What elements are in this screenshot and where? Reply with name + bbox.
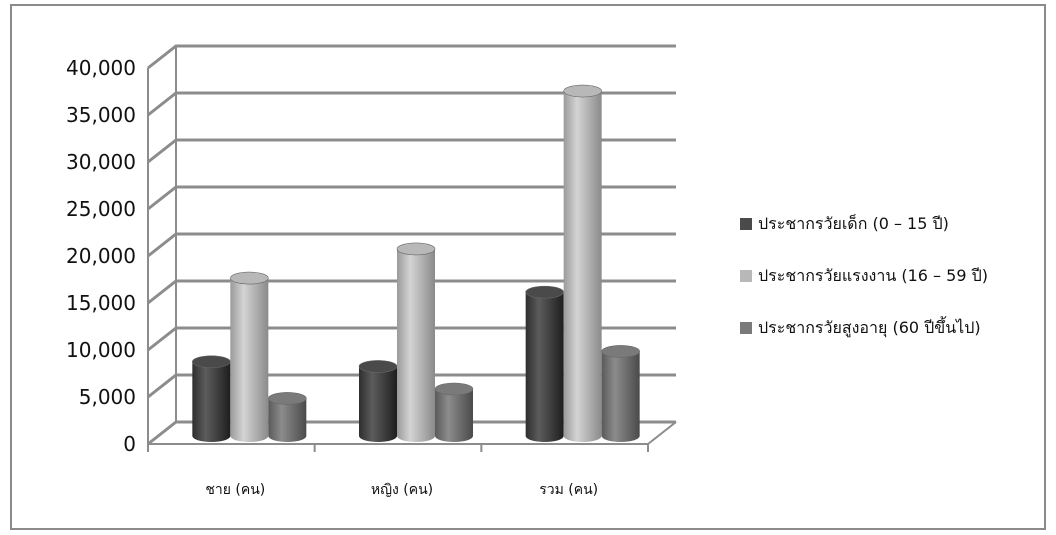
x-tick-label: ชาย (คน) [205,482,265,498]
gridline [147,44,676,70]
bar-body [435,389,473,442]
bar [396,242,436,442]
x-tick-label: หญิง (คน) [371,482,433,498]
y-tick-label: 0 [123,432,136,456]
bar [601,345,640,442]
legend-label: ประชากรวัยเด็ก (0 – 15 ปี) [758,213,949,233]
bar-top [563,84,602,98]
bar-top [601,345,640,358]
y-tick-label: 15,000 [66,291,136,315]
bar-top [434,382,474,396]
bar [192,355,231,443]
legend-swatch [740,218,752,230]
bar [563,84,602,443]
y-tick-label: 25,000 [66,197,136,221]
bar-top [192,355,231,369]
chart-legend: ประชากรวัยเด็ก (0 – 15 ปี) ประชากรวัยแรงง… [740,212,988,368]
bar-body [563,91,602,443]
legend-swatch [740,270,752,282]
y-tick-label: 5,000 [79,385,136,409]
legend-swatch [740,322,752,334]
bar [434,382,474,442]
bar [525,285,564,443]
bar-body [601,351,640,442]
legend-item: ประชากรวัยแรงงาน (16 – 59 ปี) [740,264,988,288]
y-tick-label: 30,000 [66,150,136,174]
bar-top [396,242,436,256]
bar-top [268,392,307,405]
legend-item: ประชากรวัยเด็ก (0 – 15 ปี) [740,212,988,236]
y-tick-label: 20,000 [66,244,136,268]
legend-label: ประชากรวัยสูงอายุ (60 ปีขึ้นไป) [758,317,981,337]
bar-body [268,398,307,443]
bar-body [230,278,269,442]
legend-item: ประชากรวัยสูงอายุ (60 ปีขึ้นไป) [740,316,988,340]
chart-frame: 0 5,000 10,000 15,000 20,000 25,000 30,000 35,0… [10,4,1046,530]
bar-body [525,292,564,443]
bar [268,392,307,443]
y-tick-label: 40,000 [66,56,136,80]
legend-label: ประชากรวัยแรงงาน (16 – 59 ปี) [758,265,988,285]
floor-edge [647,421,677,445]
y-tick-label: 10,000 [66,338,136,362]
bar-top [230,271,269,285]
y-tick-label: 35,000 [66,103,136,127]
bar-chart-plot: 0 5,000 10,000 15,000 20,000 25,000 30,000 35,0… [66,44,677,498]
bar-top [525,285,564,299]
bar-top [358,360,398,373]
bar [230,271,269,442]
bar [358,360,398,442]
bar-body [359,366,397,442]
bar-body [192,361,231,443]
bar-body [397,248,435,442]
x-tick-label: รวม (คน) [539,482,598,498]
